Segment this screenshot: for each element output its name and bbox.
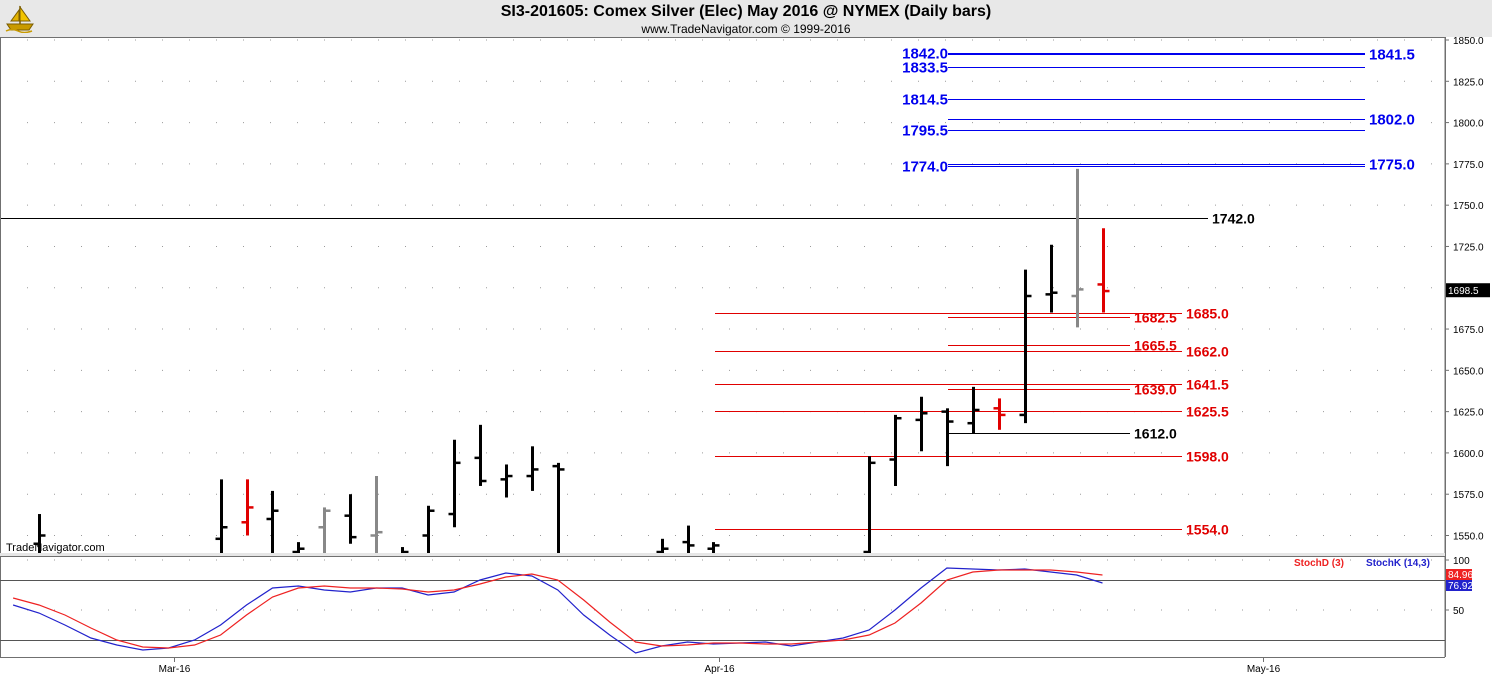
level-label: 1662.0 bbox=[1186, 344, 1229, 360]
ohlc-bar bbox=[993, 398, 1006, 430]
ohlc-bar bbox=[344, 494, 357, 544]
ohlc-bar bbox=[33, 514, 46, 553]
level-label: 1802.0 bbox=[1369, 112, 1415, 129]
level-label: 1598.0 bbox=[1186, 449, 1229, 465]
current-value-label: 76.92 bbox=[1448, 581, 1473, 592]
date-axis: Mar-16 Apr-16 May-16 bbox=[0, 657, 1492, 678]
ohlc-bar bbox=[1045, 244, 1058, 313]
chart-subtitle: www.TradeNavigator.com © 1999-2016 bbox=[641, 22, 851, 36]
level-label: 1774.0 bbox=[902, 159, 948, 176]
level-label: 1685.0 bbox=[1186, 306, 1229, 322]
ohlc-bar bbox=[422, 505, 435, 553]
y-tick-label: 50 bbox=[1453, 606, 1465, 617]
main-panel-border bbox=[0, 37, 1446, 554]
ohlc-bar bbox=[682, 525, 695, 553]
sailing-ship-logo-icon bbox=[5, 5, 34, 33]
y-tick-label: 1550.0 bbox=[1453, 532, 1484, 543]
level-label: 1641.5 bbox=[1186, 377, 1229, 393]
y-tick-label: 1775.0 bbox=[1453, 160, 1484, 171]
y-tick-label: 1800.0 bbox=[1453, 119, 1484, 130]
ohlc-bar bbox=[448, 439, 461, 528]
ohlc-bar bbox=[370, 476, 383, 553]
level-label: 1841.5 bbox=[1369, 47, 1415, 64]
level-label: 1682.5 bbox=[1134, 310, 1177, 326]
date-axis-background bbox=[0, 657, 1492, 678]
level-label: 1639.0 bbox=[1134, 382, 1177, 398]
ohlc-bar bbox=[552, 462, 565, 553]
ohlc-bar bbox=[266, 490, 279, 553]
ohlc-bar bbox=[241, 479, 254, 536]
watermark: TradeNavigator.com bbox=[6, 542, 105, 554]
y-tick-label: 1750.0 bbox=[1453, 201, 1484, 212]
ohlc-bar bbox=[500, 464, 513, 498]
panel-separator bbox=[0, 553, 1492, 556]
series-line bbox=[12, 567, 1103, 654]
series-line bbox=[12, 569, 1103, 649]
ohlc-bar bbox=[707, 542, 720, 553]
legend-entry: StochD (3) bbox=[1294, 558, 1344, 569]
ohlc-bar bbox=[915, 396, 928, 452]
date-tick-label: May-16 bbox=[1247, 664, 1281, 675]
ohlc-bar bbox=[401, 547, 409, 554]
axis-background bbox=[1445, 37, 1492, 657]
ohlc-bar bbox=[526, 446, 539, 491]
level-label: 1554.0 bbox=[1186, 522, 1229, 538]
level-label: 1665.5 bbox=[1134, 338, 1177, 354]
y-tick-label: 1725.0 bbox=[1453, 242, 1484, 253]
chart-title: SI3-201605: Comex Silver (Elec) May 2016… bbox=[500, 3, 992, 20]
price-levels: 1842.0 1841.5 1833.5 1814.5 1802.0 1795.5 1775… bbox=[0, 46, 1415, 538]
level-label: 1742.0 bbox=[1212, 211, 1255, 227]
level-label: 1833.5 bbox=[902, 60, 948, 77]
level-label: 1814.5 bbox=[902, 92, 948, 109]
last-price-box bbox=[1446, 283, 1490, 298]
date-tick-label: Apr-16 bbox=[704, 664, 734, 675]
ohlc-bar bbox=[941, 408, 954, 467]
y-tick-label: 1625.0 bbox=[1453, 408, 1484, 419]
price-bars bbox=[33, 168, 1110, 554]
ohlc-bar bbox=[889, 414, 902, 486]
current-value-box bbox=[1446, 569, 1472, 580]
level-label: 1775.0 bbox=[1369, 157, 1415, 174]
ohlc-bar bbox=[215, 479, 228, 553]
y-tick-label: 100 bbox=[1453, 556, 1470, 567]
y-tick-label: 1675.0 bbox=[1453, 325, 1484, 336]
level-label: 1842.0 bbox=[902, 46, 948, 63]
ohlc-bar bbox=[656, 538, 669, 554]
price-axis: 1550.01575.01600.01625.01650.01675.01700… bbox=[1445, 37, 1492, 657]
indicator-panel-border bbox=[0, 556, 1446, 658]
y-tick-label: 1825.0 bbox=[1453, 77, 1484, 88]
level-label: 1795.5 bbox=[902, 123, 948, 140]
y-tick-label: 1575.0 bbox=[1453, 490, 1484, 501]
level-label: 1612.0 bbox=[1134, 426, 1177, 442]
ohlc-bar bbox=[1071, 168, 1084, 328]
ohlc-bar bbox=[474, 424, 487, 486]
y-tick-label: 1850.0 bbox=[1453, 37, 1484, 47]
current-value-label: 84.96 bbox=[1448, 570, 1473, 581]
chart-header: SI3-201605: Comex Silver (Elec) May 2016… bbox=[0, 0, 1492, 37]
y-tick-label: 1600.0 bbox=[1453, 449, 1484, 460]
ohlc-bar bbox=[967, 386, 980, 434]
ohlc-bar bbox=[318, 507, 331, 553]
y-tick-label: 1650.0 bbox=[1453, 366, 1484, 377]
current-value-box bbox=[1446, 580, 1472, 591]
ohlc-bar bbox=[1019, 269, 1032, 424]
last-price-label: 1698.5 bbox=[1448, 286, 1479, 297]
legend-entry: StochK (14,3) bbox=[1366, 558, 1430, 569]
ohlc-bar bbox=[1097, 228, 1110, 313]
ohlc-bar bbox=[292, 542, 305, 554]
ohlc-bar bbox=[863, 456, 876, 554]
level-label: 1625.5 bbox=[1186, 404, 1229, 420]
date-tick-label: Mar-16 bbox=[159, 664, 191, 675]
chart-canvas: 1842.0 1841.5 1833.5 1814.5 1802.0 1795.5 1775… bbox=[0, 37, 1492, 678]
